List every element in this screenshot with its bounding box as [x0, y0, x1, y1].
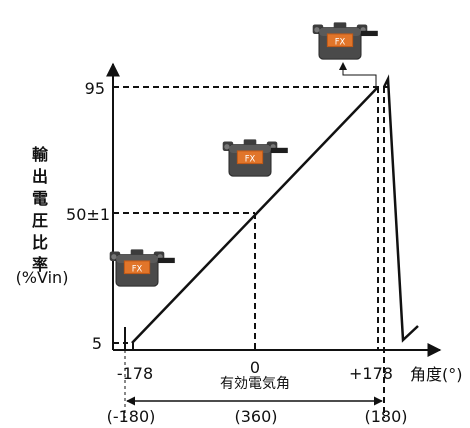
- effective-range-label: 有効電気角: [220, 376, 290, 392]
- sensor-pointer-arrowhead: [339, 62, 347, 70]
- svg-text:電: 電: [32, 189, 48, 208]
- x-secondary-label-minus180: (-180): [107, 407, 156, 426]
- y-tick-label-5: 5: [92, 334, 102, 353]
- sensor-image-top: FX: [312, 21, 379, 60]
- y-axis-label: 輸 出 電 圧 比 率: [32, 145, 49, 274]
- svg-text:比: 比: [32, 233, 48, 252]
- svg-text:率: 率: [32, 255, 48, 274]
- y-axis-unit: (%Vin): [16, 268, 69, 287]
- sensor-image-left: FX: [109, 248, 176, 287]
- sensor-image-center: FX: [222, 138, 289, 177]
- svg-text:出: 出: [32, 167, 48, 186]
- x-secondary-label-360: (360): [234, 407, 277, 426]
- y-tick-label-95: 95: [85, 79, 105, 98]
- svg-text:輸: 輸: [32, 145, 49, 164]
- series-line: [131, 86, 379, 344]
- wrap-drop-line: [382, 74, 419, 343]
- y-tick-label-50: 50±1: [66, 205, 110, 224]
- svg-text:圧: 圧: [32, 211, 48, 230]
- x-tick-label-plus178: +178: [349, 364, 393, 383]
- x-secondary-label-180: (180): [364, 407, 407, 426]
- sensor-pointer-line: [342, 64, 377, 87]
- x-tick-label-minus178: -178: [117, 364, 153, 383]
- sensor-label-left: FX: [132, 263, 143, 273]
- sensor-label-top: FX: [335, 36, 346, 46]
- x-axis-label: 角度(°): [410, 365, 463, 384]
- x-tick-label-0: 0: [250, 358, 260, 377]
- sensor-label-center: FX: [245, 153, 256, 163]
